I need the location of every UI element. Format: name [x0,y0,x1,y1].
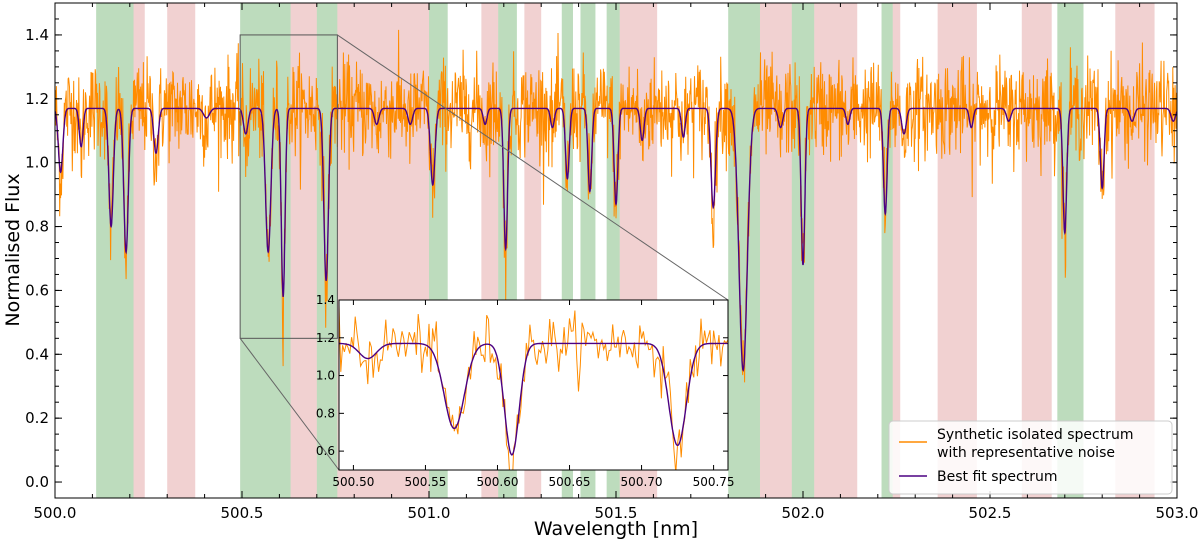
inset-series [339,304,728,470]
inset-x-tick-label: 500.50 [332,475,374,489]
shaded-region-green [561,3,573,498]
shaded-region-red [937,3,977,498]
inset-y-tick-label: 1.2 [316,331,335,345]
inset-background [339,300,728,470]
y-tick-label: 0.0 [25,473,49,491]
inset-y-tick-label: 1.4 [316,293,335,307]
main-axes: 500.0 500.5 501.0 501.5 502.0 502.5 503.0 0.0 0.… [25,2,1199,522]
shaded-region-green [728,3,760,498]
legend-observed-label-line2: with representative noise [937,445,1115,461]
x-tick-label: 502.0 [782,504,825,522]
shaded-region-red [892,3,901,498]
x-tick-label: 501.5 [595,504,638,522]
y-tick-label: 0.4 [25,345,49,363]
inset-frame [338,299,729,471]
legend-best-fit-label: Best fit spectrum [937,469,1057,485]
shaded-region-green [96,3,134,498]
inset-x-tick-label: 500.75 [693,475,735,489]
inset-plot: 500.50 500.55 500.60 500.65 500.70 500.75 0.6 0… [316,293,735,489]
shaded-region-green [240,3,291,498]
y-tick-label: 1.0 [25,154,49,172]
inset-y-tick-label: 0.8 [316,406,335,420]
inset-y-tick-label: 0.6 [316,444,335,458]
inset-y-tick-label: 1.0 [316,369,335,383]
y-axis-title: Normalised Flux [2,173,24,326]
x-tick-label: 500.5 [221,504,264,522]
y-tick-label: 1.4 [25,26,49,44]
inset-x-tick-label: 500.55 [404,475,446,489]
zoom-indicator [239,34,729,471]
legend-observed-label: Synthetic isolated spectrum [937,427,1133,443]
legend-box [888,420,1173,495]
main-series [55,29,1177,383]
zoom-connector [239,338,340,471]
x-tick-label: 502.5 [969,504,1012,522]
shaded-region-red [133,3,145,498]
inset-best-fit-line [339,342,728,456]
x-tick-label: 501.0 [408,504,451,522]
shaded-region-green [881,3,893,498]
y-tick-label: 0.2 [25,409,49,427]
y-tick-label: 0.8 [25,218,49,236]
inset-x-tick-label: 500.65 [549,475,591,489]
shaded-region-red [290,3,317,498]
x-axis-title: Wavelength [nm] [534,518,698,540]
legend: Synthetic isolated spectrum with represen… [888,420,1173,495]
x-tick-label: 503.0 [1156,504,1199,522]
best-fit-line [55,107,1177,372]
inset-x-tick-label: 500.70 [621,475,663,489]
zoom-box [239,34,338,339]
y-tick-label: 1.2 [25,90,49,108]
x-tick-label: 500.0 [34,504,77,522]
inset-x-tick-label: 500.60 [476,475,518,489]
shaded-region-red [167,3,196,498]
zoom-connector [337,34,729,301]
y-tick-label: 0.6 [25,281,49,299]
